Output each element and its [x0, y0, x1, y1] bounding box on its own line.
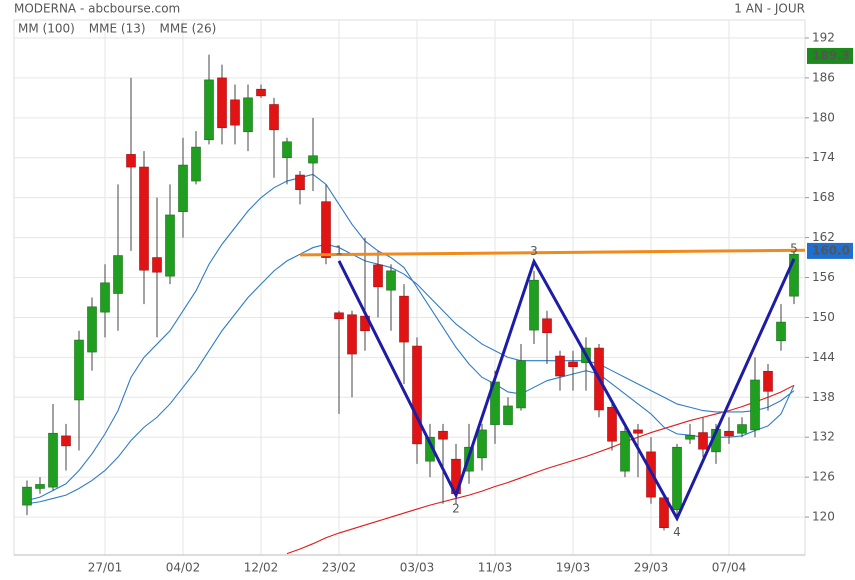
candle-body — [321, 201, 331, 258]
candle-body — [113, 255, 123, 294]
candle-body — [503, 405, 513, 425]
y-tick-label: 120 — [812, 510, 835, 524]
candle-body — [698, 432, 708, 450]
pattern-label: 2 — [452, 502, 460, 516]
plot-area — [13, 19, 806, 556]
pattern-line — [337, 257, 796, 522]
candle-body — [568, 361, 578, 367]
x-tick-label: 27/01 — [88, 561, 123, 575]
candle-body — [750, 379, 760, 431]
candle-body — [295, 174, 305, 190]
price-tag-label: 160.0 — [812, 243, 850, 257]
ma-line — [26, 173, 795, 501]
candle-body — [529, 279, 539, 331]
x-tick-label: 19/03 — [556, 561, 591, 575]
candle-body — [100, 282, 110, 313]
chart-title: MODERNA - abcbourse.com — [14, 2, 180, 16]
candle-body — [334, 312, 344, 320]
y-tick-label: 156 — [812, 270, 835, 284]
candle-body — [412, 345, 422, 445]
candle-body — [87, 306, 97, 353]
x-tick-label: 07/04 — [712, 561, 747, 575]
candle-body — [607, 406, 617, 442]
ma-line — [26, 243, 795, 505]
candle-body — [347, 314, 357, 355]
candle-body — [48, 432, 58, 488]
candle-body — [685, 434, 695, 440]
candle-body — [386, 270, 396, 291]
x-tick-label: 12/02 — [244, 561, 279, 575]
candle-body — [438, 430, 448, 440]
candle-body — [672, 446, 682, 511]
candle-body — [256, 88, 266, 97]
legend-entry: MME (13) — [89, 22, 146, 36]
y-tick-label: 168 — [812, 190, 835, 204]
candle-body — [230, 99, 240, 126]
candle-body — [165, 214, 175, 277]
legend-entry: MM (100) — [18, 22, 75, 36]
y-tick-label: 144 — [812, 350, 835, 364]
candle-body — [35, 484, 45, 489]
x-tick-label: 11/03 — [478, 561, 513, 575]
candle-body — [282, 141, 292, 159]
candle-body — [776, 321, 786, 342]
period: 1 AN - JOUR — [734, 2, 805, 16]
pattern-label: 5 — [790, 241, 798, 255]
price-tag-label: 189.3 — [812, 48, 850, 62]
y-tick-label: 138 — [812, 390, 835, 404]
candle-body — [399, 295, 409, 343]
candle-body — [204, 79, 214, 141]
candle-body — [724, 430, 734, 437]
y-tick-label: 180 — [812, 110, 835, 124]
candle-body — [737, 424, 747, 434]
candle-body — [555, 355, 565, 377]
candle-body — [516, 360, 526, 409]
price-tag — [807, 242, 853, 259]
candle-body — [22, 486, 32, 506]
candle-body — [620, 430, 630, 472]
candle-body — [126, 154, 136, 168]
pattern-label: 4 — [673, 525, 681, 539]
y-tick-label: 192 — [812, 30, 835, 44]
x-tick-label: 03/03 — [400, 561, 435, 575]
candle-body — [308, 155, 318, 164]
candle-body — [633, 429, 643, 434]
candle-body — [152, 257, 162, 273]
candle-body — [763, 371, 773, 392]
y-tick-label: 126 — [812, 470, 835, 484]
candle-body — [373, 264, 383, 288]
price-tag — [807, 47, 853, 64]
candle-body — [269, 104, 279, 131]
candle-body — [542, 318, 552, 334]
legend-entry: MME (26) — [160, 22, 217, 36]
x-tick-label: 04/02 — [166, 561, 201, 575]
resistance-line — [299, 248, 806, 257]
candle-body — [191, 146, 201, 182]
candle-body — [139, 166, 149, 271]
candle-body — [477, 429, 487, 459]
x-tick-label: 29/03 — [634, 561, 669, 575]
x-tick-label: 23/02 — [322, 561, 357, 575]
candle-body — [178, 164, 188, 212]
pattern-label: 1 — [335, 243, 343, 257]
y-tick-label: 186 — [812, 70, 835, 84]
candle-body — [789, 253, 799, 297]
ma-line — [286, 384, 795, 555]
candle-body — [217, 77, 227, 129]
pattern-label: 3 — [530, 244, 538, 258]
y-tick-label: 132 — [812, 430, 835, 444]
y-tick-label: 174 — [812, 150, 835, 164]
candle-body — [61, 435, 71, 447]
candle-body — [74, 339, 84, 401]
y-tick-label: 150 — [812, 310, 835, 324]
y-tick-label: 162 — [812, 230, 835, 244]
candle-body — [243, 97, 253, 133]
